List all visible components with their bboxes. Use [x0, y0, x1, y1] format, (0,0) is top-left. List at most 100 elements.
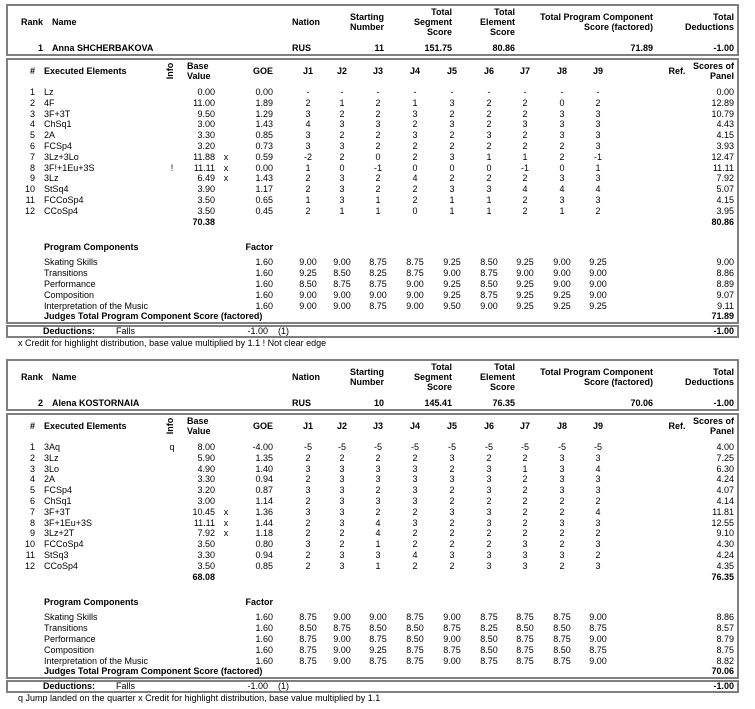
judge-score: 2 — [375, 97, 381, 108]
element-name: 2A — [44, 474, 56, 485]
component-judge-score: 9.00 — [589, 268, 607, 278]
judge-score: 3 — [339, 506, 345, 517]
panel-header: Panel — [709, 71, 734, 81]
judge-score: -2 — [303, 151, 312, 162]
panel-score: 4.14 — [716, 496, 734, 506]
judge-score: 1 — [305, 195, 311, 205]
judge-score: 3 — [412, 517, 418, 528]
judge-header: J4 — [409, 66, 420, 76]
judge-score: 2 — [449, 560, 455, 571]
judge-score: - — [376, 87, 380, 97]
judge-score: 2 — [486, 119, 492, 130]
judge-score: 1 — [522, 463, 528, 474]
judge-score: 3 — [339, 496, 345, 506]
judge-score: 3 — [595, 539, 601, 550]
nation-value: RUS — [292, 398, 312, 408]
element-name: 3Lo — [44, 463, 60, 474]
element-name: 3F!+1Eu+3S — [44, 162, 95, 173]
judge-score: 2 — [595, 205, 601, 216]
judge-score: 2 — [522, 506, 528, 517]
component-judge-score: 9.00 — [369, 290, 387, 300]
panel-score: 3.93 — [716, 141, 734, 151]
judge-score: 2 — [486, 539, 492, 550]
judge-score: 2 — [449, 173, 455, 184]
tss-label: Score — [426, 27, 452, 37]
judge-header: J8 — [556, 421, 567, 431]
component-judge-score: 8.25 — [369, 268, 387, 278]
judge-score: 0 — [412, 205, 418, 216]
judge-score: 3 — [559, 452, 565, 463]
judge-score: 2 — [305, 550, 311, 560]
judge-score: 3 — [412, 496, 418, 506]
judge-score: 3 — [559, 517, 565, 528]
component-judge-score: 9.00 — [480, 301, 498, 311]
judge-score: 1 — [375, 195, 381, 205]
judge-score: 3 — [486, 517, 492, 528]
deductions-value: -1.00 — [713, 398, 734, 408]
component-judge-score: 8.50 — [299, 279, 317, 289]
judge-score: 3 — [305, 141, 311, 151]
component-factor: 1.60 — [255, 634, 273, 644]
judge-score: 1 — [486, 195, 492, 205]
deduction-total: -1.00 — [713, 326, 734, 336]
component-judge-score: 9.00 — [553, 279, 571, 289]
component-judge-score: 8.75 — [369, 301, 387, 311]
panel-score: 10.79 — [711, 108, 734, 119]
base-value: 11.11 — [193, 162, 215, 173]
judge-score: 3 — [595, 130, 601, 141]
panel-score: 7.25 — [716, 452, 734, 463]
judge-score: 2 — [412, 560, 418, 571]
deductions-label: Total — [713, 367, 734, 377]
judge-score: 3 — [339, 463, 345, 474]
component-panel-score: 8.82 — [716, 656, 734, 666]
panel-score: 4.15 — [716, 130, 734, 141]
base-value: 9.50 — [197, 108, 215, 119]
goe-value: 1.43 — [255, 119, 273, 130]
base-value: 3.30 — [197, 550, 215, 560]
judge-score: 2 — [305, 496, 311, 506]
judge-score: 3 — [339, 560, 345, 571]
pcs-value: 70.06 — [630, 398, 653, 408]
component-judge-score: 9.25 — [443, 290, 461, 300]
credit-mark: x — [223, 517, 229, 528]
panel-score: 11.81 — [712, 506, 734, 517]
component-judge-score: 8.75 — [299, 612, 317, 622]
component-judge-score: 8.75 — [299, 645, 317, 655]
judge-score: 2 — [449, 517, 455, 528]
judge-score: -5 — [337, 442, 346, 452]
component-judge-score: 9.00 — [333, 290, 351, 300]
component-panel-score: 9.07 — [716, 290, 734, 300]
judge-score: 3 — [339, 119, 345, 130]
judge-score: 3 — [375, 496, 381, 506]
judge-score: 3 — [486, 550, 492, 560]
component-factor: 1.60 — [255, 268, 273, 278]
judge-score: 3 — [375, 463, 381, 474]
pcs-label: Score (factored) — [583, 377, 653, 387]
component-judge-score: 8.75 — [369, 257, 387, 267]
element-name: Lz — [44, 87, 54, 97]
judge-score: 3 — [339, 184, 345, 195]
elements-total: 76.35 — [711, 572, 734, 582]
component-judge-score: 9.00 — [589, 279, 607, 289]
element-name: 3Aq — [44, 442, 61, 452]
component-factor: 1.60 — [255, 290, 273, 300]
ref-header: Ref. — [668, 66, 686, 76]
base-value-total: 68.08 — [192, 572, 215, 582]
judge-score: 1 — [305, 162, 311, 173]
judge-score: 2 — [559, 496, 565, 506]
starting-number-value: 10 — [373, 398, 384, 408]
judge-score: 2 — [412, 506, 418, 517]
judge-score: 1 — [449, 195, 455, 205]
program-components-header: Program Components — [44, 597, 139, 607]
elements-box — [6, 413, 739, 679]
component-name: Interpretation of the Music — [44, 656, 149, 666]
element-number: 3 — [29, 108, 35, 119]
judge-score: 2 — [595, 528, 601, 539]
component-judge-score: 9.00 — [299, 301, 317, 311]
element-number: 2 — [29, 97, 35, 108]
judge-score: 0 — [449, 162, 455, 173]
component-factor: 1.60 — [255, 656, 273, 666]
element-number: 1 — [29, 87, 35, 97]
judge-score: 2 — [305, 184, 311, 195]
goe-value: 0.85 — [255, 130, 273, 141]
